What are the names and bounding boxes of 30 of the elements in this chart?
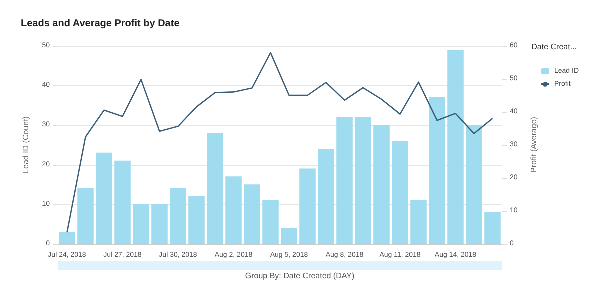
bar (300, 168, 316, 244)
bar (59, 232, 76, 244)
bar (466, 125, 482, 244)
bar (78, 188, 94, 244)
bar (355, 117, 372, 244)
bar (96, 152, 112, 244)
bar (410, 200, 427, 244)
bar (114, 160, 131, 244)
y-axis-title: Lead ID (Count) (22, 116, 30, 174)
bar (374, 125, 390, 244)
bar (281, 228, 298, 244)
chart-title: Leads and Average Profit by Date (21, 18, 180, 30)
line-series (66, 52, 494, 234)
bar (133, 204, 150, 244)
bar (244, 184, 260, 244)
bar (336, 117, 353, 244)
bar (484, 212, 501, 244)
bar (226, 176, 242, 244)
bar (262, 200, 279, 244)
bar (188, 196, 205, 244)
y2-axis-title: Profit (Average) (530, 116, 538, 173)
bar (448, 50, 464, 244)
bar (392, 141, 408, 244)
text: Group By: Date Created (DAY) (245, 272, 355, 280)
bar (429, 97, 446, 244)
bar (207, 133, 224, 244)
legend-title: Date Creat... (532, 42, 578, 52)
bar (152, 204, 168, 244)
bar (318, 148, 334, 244)
bar (170, 188, 186, 244)
